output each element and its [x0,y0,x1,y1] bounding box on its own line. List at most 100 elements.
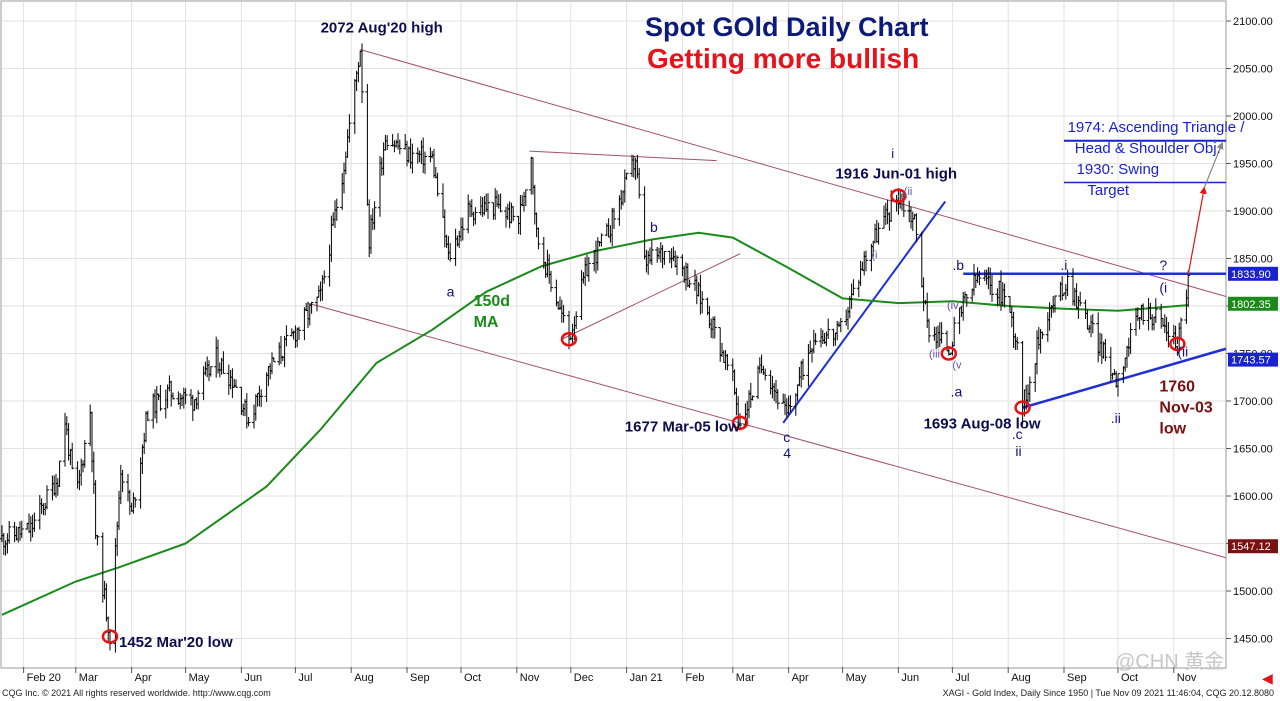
x-tick-label: Jul [298,672,312,684]
x-tick-label: Oct [1121,672,1138,684]
annotation-label: 1760 [1159,379,1195,396]
marker-circle [560,332,578,347]
marker-circle [1169,336,1186,352]
watermark: @CHN 黄金 [1115,651,1225,673]
x-tick-label: Sep [410,672,430,684]
annotation-label: 2072 Aug'20 high [321,19,443,36]
x-tick-label: Feb 20 [27,672,61,684]
x-axis: Feb 20 Mar Apr May Jun Jul Aug Sep Oct Nov Dec Jan … [23,667,1197,684]
x-tick-label: Apr [135,672,152,684]
annotation-label: .i [1060,257,1067,273]
price-box-label: 1802.35 [1231,299,1271,311]
x-tick-label: Sep [1067,672,1087,684]
price-box [1228,352,1278,367]
x-tick-label: Oct [464,672,481,684]
y-tick-label: 1850.00 [1233,254,1273,266]
annotation-label: 1930: Swing [1077,161,1160,178]
triangle-top-line [529,150,717,162]
marker-circle [1014,400,1031,415]
marker-circle [940,346,958,361]
corrective-channel-line [561,253,741,340]
ma-150d-line [1,231,1189,616]
annotation-label: ii [1015,443,1021,459]
annotation-label: 150d [474,293,510,310]
annotation-label: 1452 Mar'20 low [119,634,233,651]
channel-upper-line [360,49,1227,297]
annotation-label: .ii [1111,410,1121,426]
price-box [1228,539,1278,554]
annotation-label: ? [1159,257,1167,273]
annotations: 2072 Aug'20 high 1452 Mar'20 low 1677 Mar-… [119,19,1245,651]
x-tick-label: Mar [736,672,755,684]
annotation-label: .b [952,257,964,273]
annotation-label: 1916 Jun-01 high [835,166,957,183]
x-tick-label: Jun [244,672,262,684]
wave-4-trend-line [782,200,947,424]
x-tick-label: May [189,672,210,684]
x-tick-label: Jun [901,672,919,684]
price-box-label: 1833.90 [1231,269,1271,281]
channel-lower-line [307,302,1227,559]
annotation-label: a [447,284,455,300]
chart-subtitle: Getting more bullish [647,43,920,74]
x-tick-label: Apr [792,672,809,684]
marker-circles [101,188,1186,644]
y-tick-label: 1950.00 [1233,159,1273,171]
annotation-label: (i [1159,280,1167,296]
x-tick-label: Nov [520,672,540,684]
annotation-label: MA [474,314,499,331]
price-bars [0,43,1191,653]
y-tick-label: 2050.00 [1233,64,1273,76]
x-tick-label: Mar [79,672,98,684]
ma-150d-series [1,231,1189,616]
y-tick-label: 1650.00 [1233,444,1273,456]
back-arrow-icon[interactable]: ◀ [1262,670,1273,686]
annotation-label: low [1159,420,1186,437]
annotation-label: 1693 Aug-08 low [924,416,1041,433]
y-tick-label: 1450.00 [1233,634,1273,646]
y-tick-label: 2100.00 [1233,16,1273,28]
projection-arrows [1187,141,1224,275]
y-tick-label: 1700.00 [1233,396,1273,408]
price-boxes: 1833.90 1802.35 1743.57 1547.12 [1228,266,1278,554]
annotation-label: (iii [929,348,940,360]
x-tick-label: Feb [685,672,704,684]
x-tick-label: May [846,672,867,684]
y-tick-label: 1500.00 [1233,586,1273,598]
x-tick-label: Jan 21 [630,672,663,684]
annotation-label: 1974: Ascending Triangle / [1068,119,1246,136]
annotation-label: Nov-03 [1159,399,1212,416]
annotation-label: Target [1087,182,1130,199]
x-tick-label: Jul [955,672,969,684]
annotation-label: i [891,146,894,161]
x-tick-label: Aug [1011,672,1031,684]
projection-arrow [1203,141,1224,188]
x-tick-label: Dec [574,672,594,684]
y-tick-label: 1900.00 [1233,206,1273,218]
price-box [1228,266,1278,281]
annotation-label: .c [1012,426,1023,442]
price-box-label: 1547.12 [1231,541,1271,553]
marker-circle [731,415,749,431]
x-tick-label: Nov [1177,672,1197,684]
price-box [1228,296,1278,311]
annotation-label: 1677 Mar-05 low [625,418,740,435]
y-tick-label: 1600.00 [1233,491,1273,503]
annotation-label: (iv [947,300,959,312]
footer-copyright: CQG Inc. © 2021 All rights reserved worl… [2,688,271,698]
annotation-label: Head & Shoulder Obj. [1075,140,1221,157]
chart-title: Spot GOld Daily Chart [645,12,929,42]
marker-circle [890,188,907,204]
price-box-label: 1743.57 [1231,355,1271,367]
triangle-support-line [1022,347,1227,409]
footer-info: XAGI - Gold Index, Daily Since 1950 | Tu… [942,688,1274,698]
annotation-label: (ii [904,186,913,198]
annotation-label: b [650,219,658,235]
annotation-label: (i [871,250,877,262]
annotation-label: (v [952,360,962,372]
x-tick-label: Aug [354,672,374,684]
y-tick-label: 2000.00 [1233,111,1273,123]
marker-circle [101,629,119,644]
plot-area [0,0,1227,669]
